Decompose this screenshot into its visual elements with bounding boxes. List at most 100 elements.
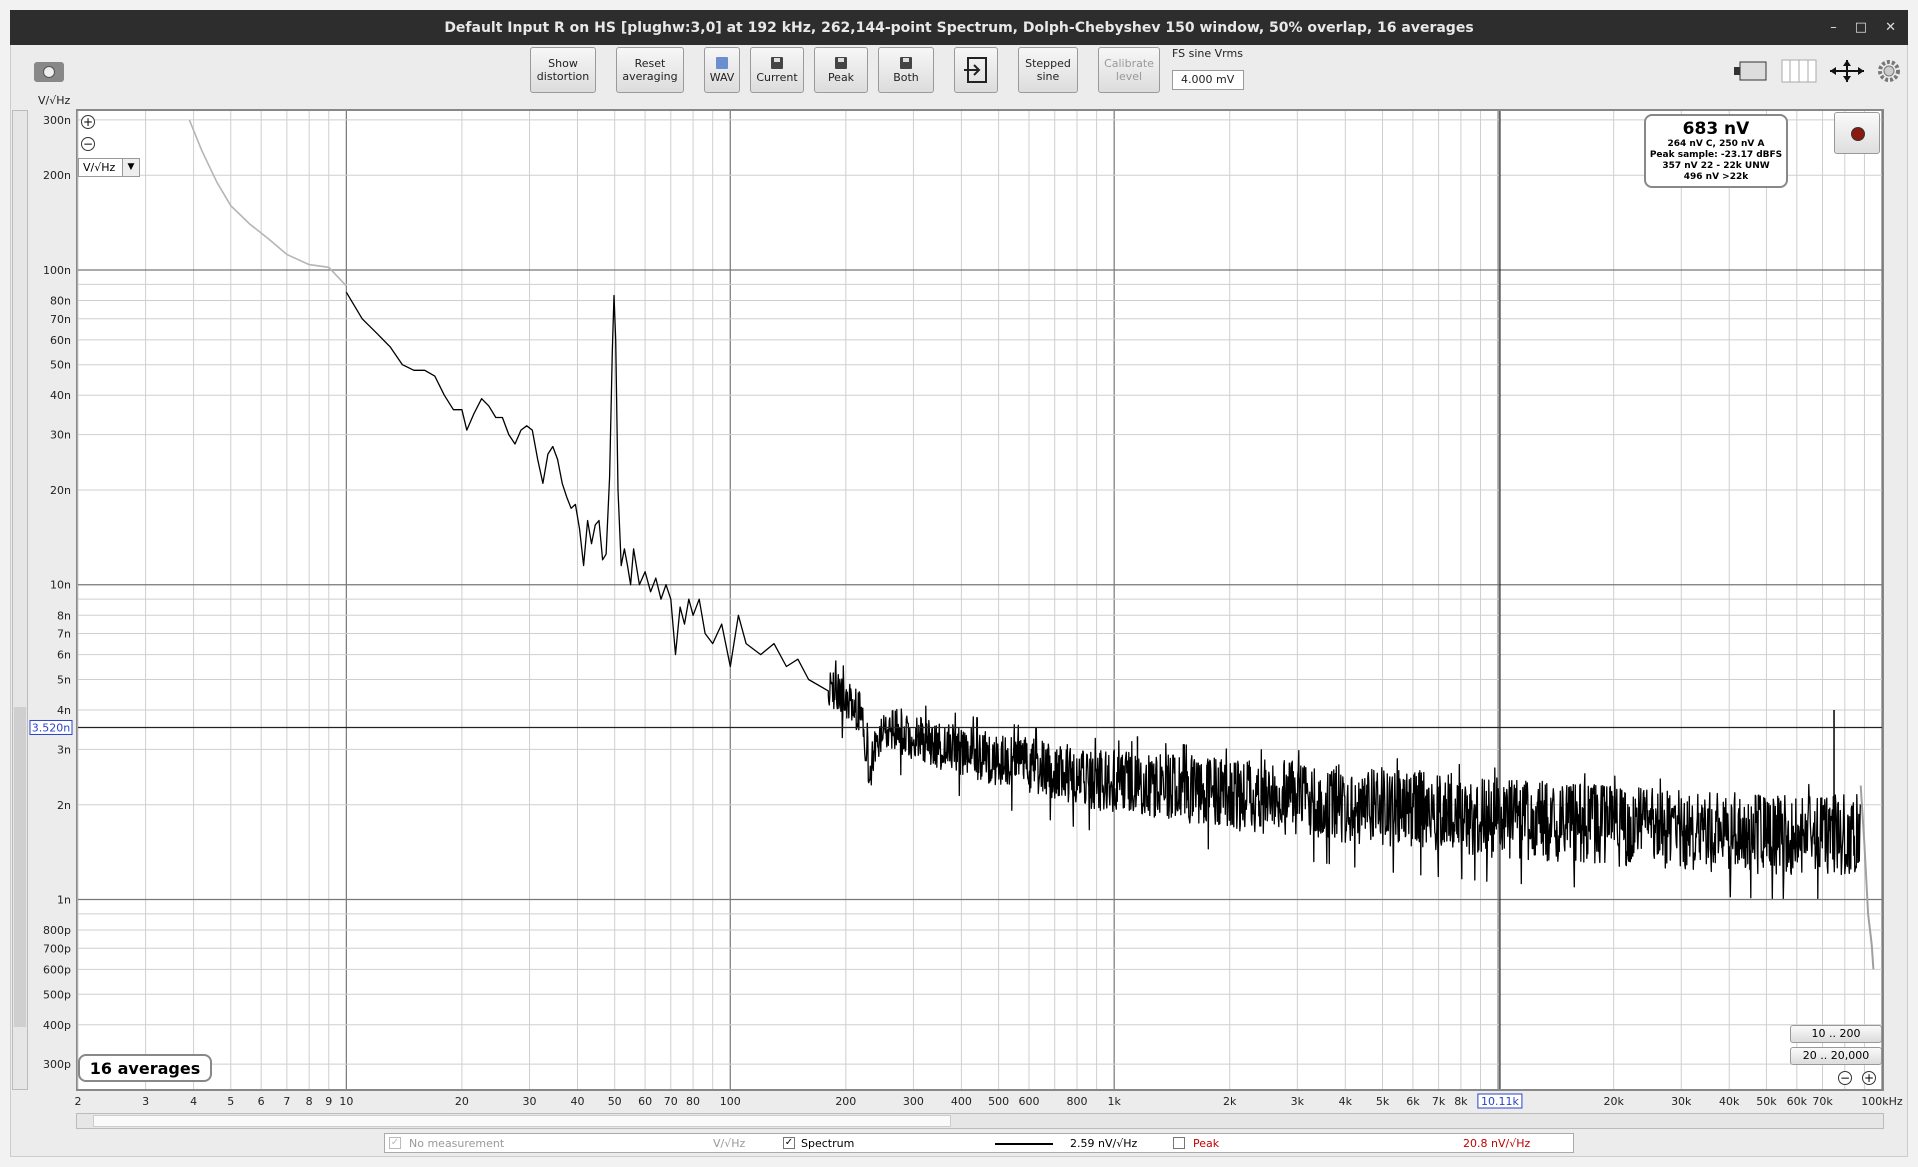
no-measurement-checkbox[interactable]: ✓	[389, 1137, 401, 1149]
x-tick-label: 1k	[1107, 1095, 1121, 1108]
x-tick-label: 60	[638, 1095, 652, 1108]
level-line: 496 nV >22k	[1683, 172, 1749, 182]
fs-sine-input[interactable]: 4.000 mV	[1172, 70, 1244, 90]
legend-no-measurement-unit: V/√Hz	[713, 1137, 746, 1150]
spectrum-lowfreq-line	[188, 119, 347, 287]
legend-spectrum-value: 2.59 nV/√Hz	[1070, 1137, 1138, 1150]
x-tick-label: 500	[988, 1095, 1009, 1108]
export-button[interactable]	[954, 47, 998, 93]
x-zoom-in-icon[interactable]: +	[1862, 1071, 1876, 1085]
gear-icon[interactable]	[1876, 58, 1902, 84]
range-button-20-20000[interactable]: 20 .. 20,000	[1790, 1047, 1882, 1065]
stepped-sine-button[interactable]: Stepped sine	[1018, 47, 1078, 93]
cursor-y-readout: 3.520n	[32, 721, 70, 734]
y-tick-label: 7n	[57, 628, 71, 641]
x-tick-label: 8	[306, 1095, 313, 1108]
y-tick-label: 40n	[50, 389, 71, 402]
x-tick-label: 3	[142, 1095, 149, 1108]
x-tick-label: 70	[664, 1095, 678, 1108]
vertical-scroll-thumb[interactable]	[14, 707, 26, 1027]
level-line: 264 nV C, 250 nV A	[1667, 139, 1765, 149]
window-title: Default Input R on HS [plughw:3,0] at 19…	[444, 19, 1474, 36]
y-tick-label: 4n	[57, 704, 71, 717]
y-tick-label: 10n	[50, 579, 71, 592]
record-button[interactable]	[1834, 112, 1880, 154]
x-tick-label: 100	[720, 1095, 741, 1108]
wav-icon	[716, 56, 728, 69]
x-tick-label: 2k	[1223, 1095, 1237, 1108]
fit-arrows-icon[interactable]	[1830, 60, 1864, 82]
horizontal-scroll-thumb[interactable]	[93, 1115, 951, 1127]
graph-layout-icon[interactable]	[1734, 61, 1767, 81]
x-tick-label: 100kHz	[1861, 1095, 1903, 1108]
cursor-x-readout-box	[1477, 1093, 1523, 1109]
legend-peak: Peak	[1193, 1137, 1220, 1150]
save-icon	[771, 56, 783, 69]
legend-spectrum: Spectrum	[801, 1137, 855, 1150]
x-tick-label: 40	[570, 1095, 584, 1108]
save-peak-button[interactable]: Peak	[814, 47, 868, 93]
y-tick-label: 100n	[43, 264, 71, 277]
wav-button[interactable]: WAV	[704, 47, 740, 93]
x-tick-label: 9	[325, 1095, 332, 1108]
zoom-in-icon[interactable]: +	[81, 115, 95, 129]
y-tick-label: 80n	[50, 294, 71, 307]
x-tick-label: 60k	[1787, 1095, 1808, 1108]
y-tick-label: 3n	[57, 743, 71, 756]
x-zoom-out-icon[interactable]: −	[1838, 1071, 1852, 1085]
save-icon	[835, 56, 847, 69]
record-icon	[1851, 127, 1865, 141]
y-tick-label: 200n	[43, 169, 71, 182]
minimize-button[interactable]: –	[1830, 20, 1837, 35]
y-tick-label: 20n	[50, 484, 71, 497]
spectrum-rolloff-line	[1859, 785, 1875, 970]
save-both-button[interactable]: Both	[878, 47, 934, 93]
x-tick-label: 800	[1066, 1095, 1087, 1108]
save-icon	[900, 56, 912, 69]
y-tick-label: 5n	[57, 673, 71, 686]
horizontal-scrollbar[interactable]	[76, 1113, 1884, 1129]
chevron-down-icon: ▼	[122, 159, 139, 176]
legend-bar: ✓ No measurement V/√Hz ✓ Spectrum 2.59 n…	[384, 1133, 1574, 1153]
y-tick-label: 70n	[50, 313, 71, 326]
x-tick-label: 30	[523, 1095, 537, 1108]
show-distortion-button[interactable]: Show distortion	[530, 47, 596, 93]
x-tick-label: 3k	[1291, 1095, 1305, 1108]
legend-spectrum-line	[995, 1143, 1053, 1145]
maximize-button[interactable]: □	[1854, 20, 1868, 35]
y-tick-label: 600p	[43, 963, 71, 976]
columns-icon[interactable]	[1781, 59, 1817, 83]
spectrum-checkbox[interactable]: ✓	[783, 1137, 795, 1149]
y-tick-label: 800p	[43, 924, 71, 937]
x-tick-label: 600	[1019, 1095, 1040, 1108]
toolbar-right-icons	[1734, 59, 1864, 83]
y-tick-label: 50n	[50, 359, 71, 372]
calibrate-level-button[interactable]: Calibrate level	[1098, 47, 1160, 93]
window-title-bar: Default Input R on HS [plughw:3,0] at 19…	[10, 10, 1908, 45]
level-info-box: 683 nV 264 nV C, 250 nV A Peak sample: -…	[1644, 114, 1788, 188]
x-tick-label: 4	[190, 1095, 197, 1108]
save-current-button[interactable]: Current	[750, 47, 804, 93]
close-button[interactable]: ✕	[1885, 20, 1896, 35]
legend-no-measurement: No measurement	[409, 1137, 505, 1150]
range-button-10-200[interactable]: 10 .. 200	[1790, 1025, 1882, 1043]
plot-area[interactable]	[76, 109, 1884, 1091]
y-tick-label: 700p	[43, 942, 71, 955]
zoom-out-icon[interactable]: −	[81, 137, 95, 151]
y-tick-label: 2n	[57, 799, 71, 812]
x-tick-label: 300	[903, 1095, 924, 1108]
y-tick-label: 500p	[43, 988, 71, 1001]
vertical-scrollbar[interactable]	[12, 110, 28, 1090]
x-tick-label: 10	[339, 1095, 353, 1108]
x-tick-label: 40k	[1719, 1095, 1740, 1108]
units-select[interactable]: V/√Hz ▼	[78, 158, 140, 177]
peak-checkbox[interactable]	[1173, 1137, 1185, 1149]
y-tick-label: 60n	[50, 334, 71, 347]
camera-icon[interactable]	[34, 62, 64, 82]
x-tick-label: 20	[455, 1095, 469, 1108]
level-main: 683 nV	[1682, 119, 1750, 139]
y-axis-unit: V/√Hz	[38, 94, 71, 107]
x-tick-label: 20k	[1603, 1095, 1624, 1108]
reset-averaging-button[interactable]: Reset averaging	[616, 47, 684, 93]
